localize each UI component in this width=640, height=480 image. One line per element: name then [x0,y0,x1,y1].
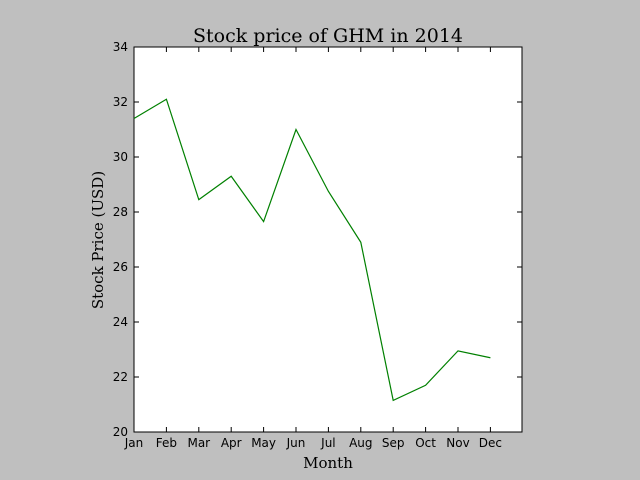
x-tick-label: Sep [382,436,405,450]
x-tick-label: Jun [286,436,306,450]
x-tick-label: Mar [187,436,210,450]
x-tick-label: Dec [479,436,502,450]
y-tick-label: 20 [113,425,128,439]
x-tick-label: Aug [349,436,372,450]
y-tick-label: 22 [113,370,128,384]
x-tick-label: Feb [156,436,177,450]
x-tick-label: Oct [415,436,436,450]
x-tick-label: Nov [446,436,469,450]
y-tick-label: 32 [113,95,128,109]
y-tick-label: 24 [113,315,128,329]
x-tick-label: May [251,436,276,450]
y-tick-label: 28 [113,205,128,219]
y-tick-label: 34 [113,40,128,54]
plot-area [133,46,523,433]
x-tick-label: Jan [124,436,144,450]
chart-title: Stock price of GHM in 2014 [193,25,463,47]
series-line [133,98,491,402]
x-axis-label: Month [303,454,353,472]
x-tick-label: Apr [221,436,242,450]
y-axis: 20 22 24 26 28 30 32 34 [113,40,522,439]
y-tick-label: 30 [113,150,128,164]
y-axis-label: Stock Price (USD) [89,171,107,309]
y-tick-label: 26 [113,260,128,274]
x-tick-label: Jul [320,436,335,450]
x-axis: Jan Feb Mar Apr May Jun Jul Aug Sep Oct Nov Dec [124,47,502,450]
